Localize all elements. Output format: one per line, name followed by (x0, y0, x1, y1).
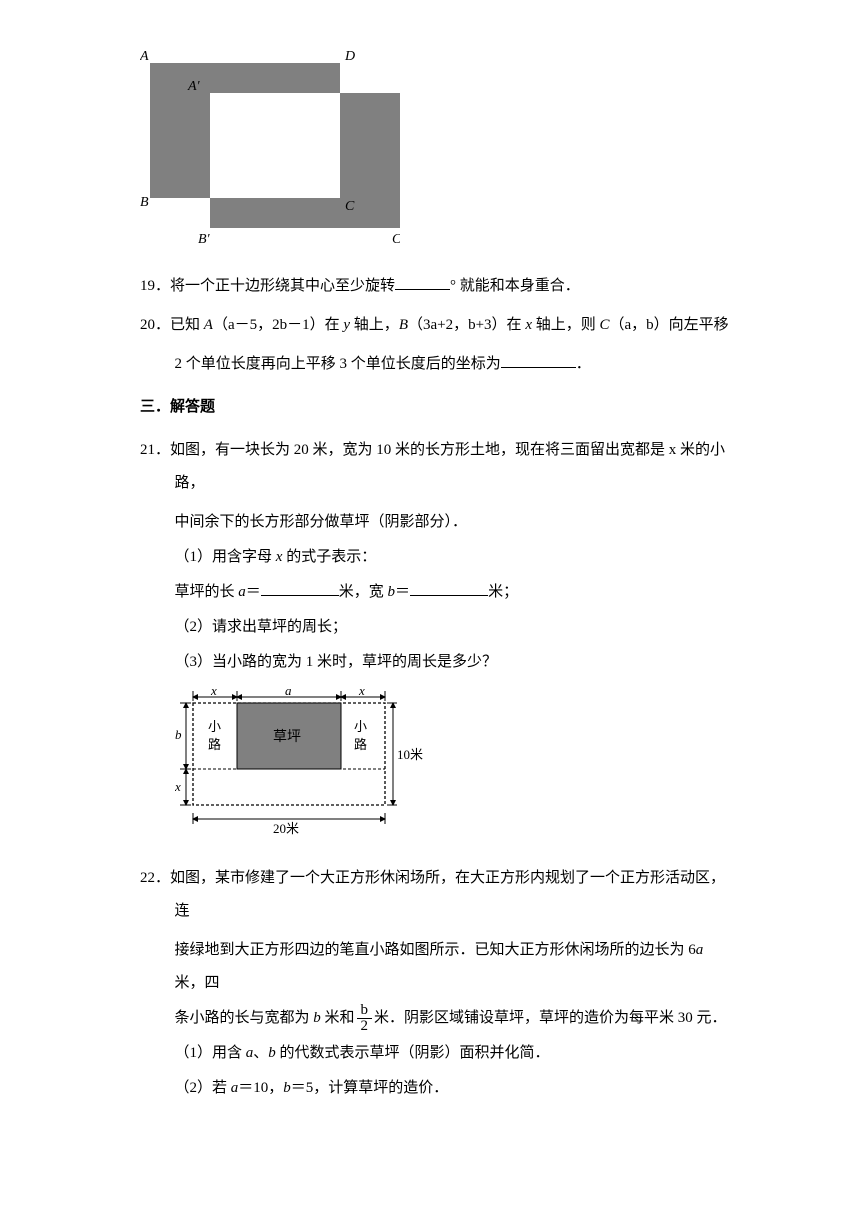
q22-p1a: （1）用含 (175, 1045, 246, 1061)
question-22: 22．如图，某市修建了一个大正方形休闲场所，在大正方形内规划了一个正方形活动区，… (140, 862, 730, 928)
q22-l3c: 米．阴影区域铺设草坪，草坪的造价为每平米 30 元． (374, 1010, 727, 1026)
label-Bp: B′ (198, 232, 211, 245)
q20-blank[interactable] (501, 354, 576, 369)
q22-frac-den: 2 (357, 1019, 373, 1034)
q21-p1cbv: b (388, 584, 396, 600)
q21-p2: （2）请求出草坪的周长； (140, 611, 730, 644)
q20-A: A (204, 317, 213, 333)
page-content: A D A′ D′ B C B′ C′ 19．将一个正十边形绕其中心至少旋转 ° … (0, 0, 860, 1147)
q22-p2bv: b (283, 1080, 291, 1096)
q21-eq2: ＝ (395, 584, 410, 600)
q20-line2: 2 个单位长度再向上平移 3 个单位长度后的坐标为 ． (140, 348, 730, 381)
q21-p1cb: 米，宽 (339, 584, 388, 600)
lbl-20: 20米 (273, 821, 299, 836)
label-B: B (140, 195, 149, 210)
q20-l2a: 2 个单位长度再向上平移 3 个单位长度后的坐标为 (175, 356, 501, 372)
q22-p2a: （2）若 (175, 1080, 231, 1096)
q20-c1: 轴上，则 (532, 317, 600, 333)
fig18-svg: A D A′ D′ B C B′ C′ (140, 48, 400, 245)
q21-l1: 如图，有一块长为 20 米，宽为 10 米的长方形土地，现在将三面留出宽都是 x… (170, 442, 725, 491)
q21-p1a: （1）用含字母 (175, 549, 276, 565)
q22-l3a: 条小路的长与宽都为 (175, 1010, 314, 1026)
lbl-roadL2: 路 (208, 737, 221, 752)
lbl-roadL: 小 (208, 719, 221, 734)
fig18-overlap (210, 93, 340, 198)
q22-p1sep: 、 (253, 1045, 268, 1061)
lbl-roadR2: 路 (354, 737, 367, 752)
q22-p1b: 的代数式表示草坪（阴影）面积并化简． (276, 1045, 550, 1061)
lbl-b: b (175, 727, 182, 742)
q21-eq1: ＝ (246, 584, 261, 600)
q22-p1bv: b (268, 1045, 276, 1061)
q22-l2: 接绿地到大正方形四边的笔直小路如图所示．已知大正方形休闲场所的边长为 6a 米，… (140, 934, 730, 1000)
q22-l3bv: b (313, 1010, 321, 1026)
q19-num: 19． (140, 278, 170, 294)
q20-num: 20． (140, 317, 170, 333)
q19-text-a: 将一个正十边形绕其中心至少旋转 (170, 278, 395, 294)
q22-frac-num: b (357, 1003, 373, 1019)
label-D: D (344, 49, 355, 64)
section-3-heading: 三．解答题 (140, 391, 730, 424)
q20-Ac: （a－5，2b－1）在 (213, 317, 343, 333)
q22-frac: b2 (357, 1003, 373, 1034)
q19-blank[interactable] (395, 276, 450, 291)
q21-p1ca: 草坪的长 (175, 584, 239, 600)
q22-p2e2: ＝5，计算草坪的造价． (291, 1080, 449, 1096)
q21-p1cav: a (238, 584, 246, 600)
q21-num: 21． (140, 442, 170, 458)
label-A: A (140, 49, 149, 64)
lbl-xL: x (210, 687, 217, 698)
figure-q18: A D A′ D′ B C B′ C′ (140, 48, 730, 258)
q22-l2a: 接绿地到大正方形四边的笔直小路如图所示．已知大正方形休闲场所的边长为 6 (175, 942, 696, 958)
q20-B: B (399, 317, 408, 333)
label-C: C (345, 199, 355, 214)
lbl-roadR: 小 (354, 719, 367, 734)
q21-l2: 中间余下的长方形部分做草坪（阴影部分）． (140, 506, 730, 539)
q22-l2av: a (696, 942, 704, 958)
q21-p1cc: 米； (488, 584, 518, 600)
q20-C: C (600, 317, 610, 333)
q21-p3: （3）当小路的宽为 1 米时，草坪的周长是多少？ (140, 646, 730, 679)
fig21-svg: x a x b x 小 路 草坪 小 路 10米 20米 (175, 687, 427, 837)
label-Ap: A′ (187, 79, 201, 94)
q20-Cc: （a，b）向左平移 (610, 317, 729, 333)
q22-num: 22． (140, 870, 170, 886)
lbl-10: 10米 (397, 747, 423, 762)
q20-l2b: ． (576, 356, 591, 372)
q22-p2: （2）若 a＝10，b＝5，计算草坪的造价． (140, 1072, 730, 1105)
q22-p1: （1）用含 a、b 的代数式表示草坪（阴影）面积并化简． (140, 1037, 730, 1070)
lbl-xR: x (358, 687, 365, 698)
q21-blank1[interactable] (261, 582, 339, 597)
q20-b1: 轴上， (350, 317, 399, 333)
q19-text-b: ° 就能和本身重合． (450, 278, 580, 294)
q20-Bc: （3a+2，b+3）在 (408, 317, 525, 333)
question-19: 19．将一个正十边形绕其中心至少旋转 ° 就能和本身重合． (140, 270, 730, 303)
q20-x: x (525, 317, 532, 333)
q21-p1b: 的式子表示： (282, 549, 376, 565)
q22-l3: 条小路的长与宽都为 b 米和b2米．阴影区域铺设草坪，草坪的造价为每平米 30 … (140, 1002, 730, 1035)
lbl-xB: x (175, 779, 181, 794)
question-20: 20．已知 A（a－5，2b－1）在 y 轴上，B（3a+2，b+3）在 x 轴… (140, 309, 730, 342)
figure-q21: x a x b x 小 路 草坪 小 路 10米 20米 (140, 687, 730, 850)
q22-l1: 如图，某市修建了一个大正方形休闲场所，在大正方形内规划了一个正方形活动区，连 (170, 870, 725, 919)
label-Cp: C′ (392, 232, 400, 245)
q22-p2e1: ＝10， (238, 1080, 283, 1096)
lbl-lawn: 草坪 (273, 729, 301, 745)
q21-blank2[interactable] (410, 582, 488, 597)
q20-a: 已知 (170, 317, 204, 333)
q21-p1c: 草坪的长 a＝米，宽 b＝米； (140, 576, 730, 609)
lbl-a: a (285, 687, 292, 698)
q21-p1: （1）用含字母 x 的式子表示： (140, 541, 730, 574)
question-21: 21．如图，有一块长为 20 米，宽为 10 米的长方形土地，现在将三面留出宽都… (140, 434, 730, 500)
q22-l3b: 米和 (321, 1010, 355, 1026)
q22-l2b: 米，四 (175, 975, 220, 991)
